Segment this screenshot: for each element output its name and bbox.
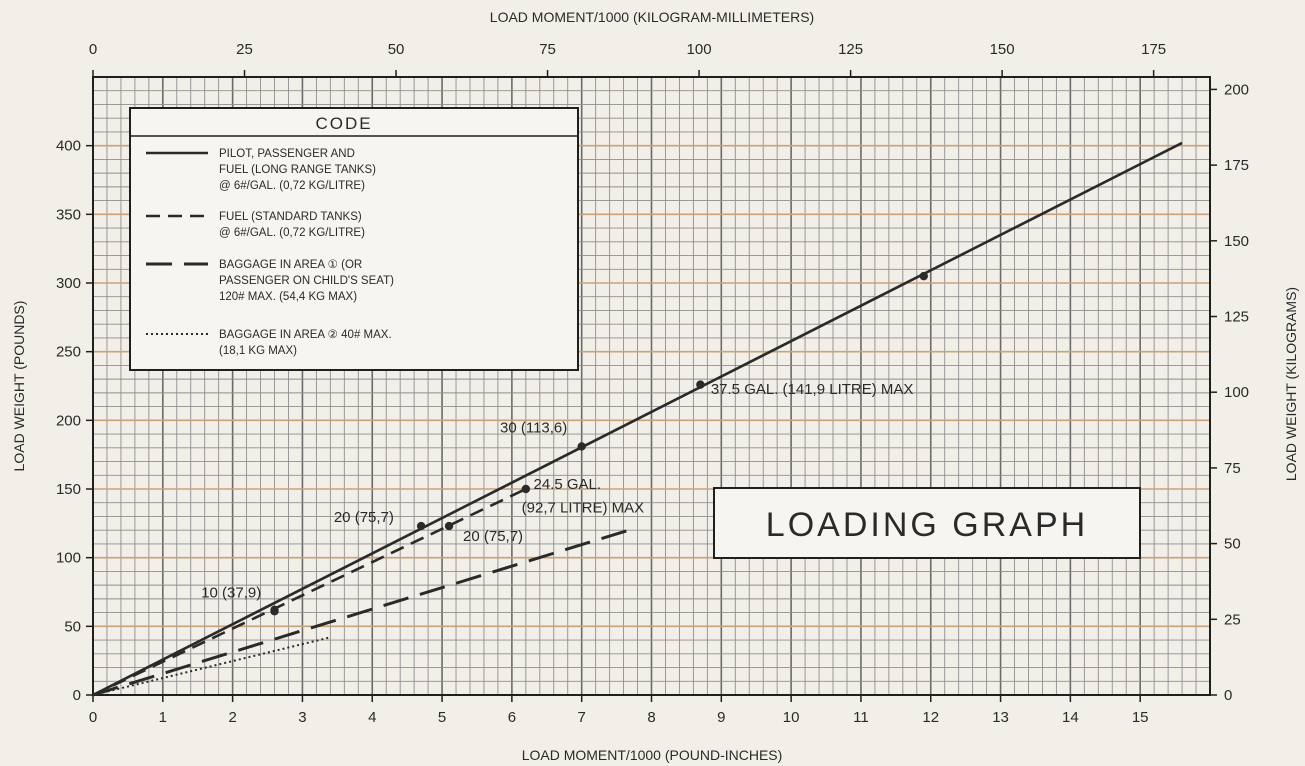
x-tick-label: 14 (1062, 709, 1079, 726)
y2-tick-label: 0 (1224, 687, 1232, 704)
series-point-dash (444, 521, 454, 531)
legend-entries: PILOT, PASSENGER AND FUEL (LONG RANGE TAN… (146, 148, 394, 357)
x-tick-label: 13 (992, 709, 1009, 726)
x-tick-label: 9 (717, 709, 725, 726)
y2-tick-label: 200 (1224, 81, 1249, 98)
x-tick-label: 11 (853, 709, 869, 726)
y-tick-label: 400 (56, 138, 81, 155)
y2-tick-label: 125 (1224, 309, 1249, 326)
legend-title: CODE (315, 114, 372, 133)
legend-entry-text: @ 6#/GAL. (0,72 KG/LITRE) (219, 227, 365, 239)
x2-tick-label: 125 (838, 41, 863, 58)
x-tick-label: 15 (1132, 709, 1149, 726)
y2-tick-label: 25 (1224, 611, 1241, 628)
annotation-label: 24.5 GAL. (534, 476, 602, 493)
series-point-solid (577, 442, 586, 451)
y2-tick-label: 175 (1224, 157, 1249, 174)
y2-tick-label: 75 (1224, 460, 1241, 477)
x-axis-title: LOAD MOMENT/1000 (POUND-INCHES) (522, 747, 783, 763)
series-line-dotted (92, 636, 331, 696)
title-block: LOADING GRAPH (713, 487, 1141, 559)
legend: CODE PILOT, PASSENGER AND FUEL (LONG RANG… (129, 107, 579, 371)
x2-tick-label: 0 (89, 41, 97, 58)
x-tick-label: 5 (438, 709, 446, 726)
x2-tick-label: 25 (236, 41, 253, 58)
y2-tick-label: 100 (1224, 384, 1249, 401)
x2-axis-title: LOAD MOMENT/1000 (KILOGRAM-MILLIMETERS) (490, 9, 814, 25)
legend-entry-text: BAGGAGE IN AREA ② 40# MAX. (219, 329, 392, 341)
series-lines (92, 141, 1183, 697)
y-tick-label: 350 (56, 206, 81, 223)
y-axis-title: LOAD WEIGHT (POUNDS) (11, 301, 27, 472)
y-tick-label: 150 (56, 481, 81, 498)
x2-tick-label: 100 (687, 41, 712, 58)
series-point-solid (919, 271, 928, 281)
series-line-longdash (92, 526, 638, 697)
x-tick-label: 12 (922, 709, 939, 726)
x-tick-label: 0 (89, 709, 97, 726)
x2-tick-label: 75 (539, 41, 556, 58)
title-box (713, 487, 1141, 559)
series-line-solid (92, 141, 1183, 697)
legend-entry-text: (18,1 KG MAX) (219, 345, 297, 357)
series-point-dash (270, 605, 279, 615)
x-tick-label: 8 (647, 709, 655, 726)
series-line-dash (92, 487, 527, 697)
x2-tick-label: 150 (990, 41, 1015, 58)
y2-tick-label: 50 (1224, 536, 1241, 553)
annotation-label: 30 (113,6) (500, 420, 567, 437)
x-tick-label: 3 (298, 709, 306, 726)
legend-box (129, 107, 579, 371)
axis-ticks: 0 1 2 3 4 5 6 7 8 9 10 11 12 13 14 150 25 50 75 100 125 150 17… (56, 41, 1249, 726)
x-tick-label: 6 (508, 709, 516, 726)
series-point-solid (696, 380, 705, 389)
y-tick-label: 300 (56, 275, 81, 292)
x-tick-label: 2 (228, 709, 236, 726)
annotation-label: 37.5 GAL. (141,9 LITRE) MAX (711, 381, 914, 398)
series-point-solid (416, 521, 426, 531)
y2-axis-title: LOAD WEIGHT (KILOGRAMS) (1283, 287, 1299, 481)
series-point-dash (521, 484, 531, 494)
y-tick-label: 100 (56, 550, 81, 567)
chart-title: LOADING GRAPH (766, 506, 1088, 544)
legend-entry-text: BAGGAGE IN AREA ① (OR (219, 259, 362, 271)
legend-entry-text: 120# MAX. (54,4 KG MAX) (219, 291, 357, 303)
annotations: 10 (37,9) 20 (75,7) 20 (75,7) 30 (113,6) 24.… (201, 381, 913, 601)
legend-entry-text: PILOT, PASSENGER AND (219, 148, 355, 160)
y-tick-label: 250 (56, 344, 81, 361)
annotation-label: 20 (75,7) (334, 509, 394, 526)
x2-tick-label: 50 (388, 41, 405, 58)
y-tick-label: 200 (56, 412, 81, 429)
legend-entry-text: @ 6#/GAL. (0,72 KG/LITRE) (219, 180, 365, 192)
legend-entry-text: PASSENGER ON CHILD'S SEAT) (219, 275, 394, 287)
legend-entry-text: FUEL (LONG RANGE TANKS) (219, 164, 376, 176)
annotation-label: (92,7 LITRE) MAX (522, 499, 645, 516)
x-tick-label: 4 (368, 709, 376, 726)
annotation-label: 20 (75,7) (463, 528, 523, 545)
legend-entry-text: FUEL (STANDARD TANKS) (219, 211, 362, 223)
x-tick-label: 7 (578, 709, 586, 726)
annotation-label: 10 (37,9) (201, 584, 261, 601)
y2-tick-label: 150 (1224, 233, 1249, 250)
x-tick-label: 10 (783, 709, 800, 726)
y-tick-label: 50 (64, 618, 81, 635)
x2-tick-label: 175 (1141, 41, 1166, 58)
y-tick-label: 0 (73, 687, 81, 704)
x-tick-label: 1 (159, 709, 167, 726)
